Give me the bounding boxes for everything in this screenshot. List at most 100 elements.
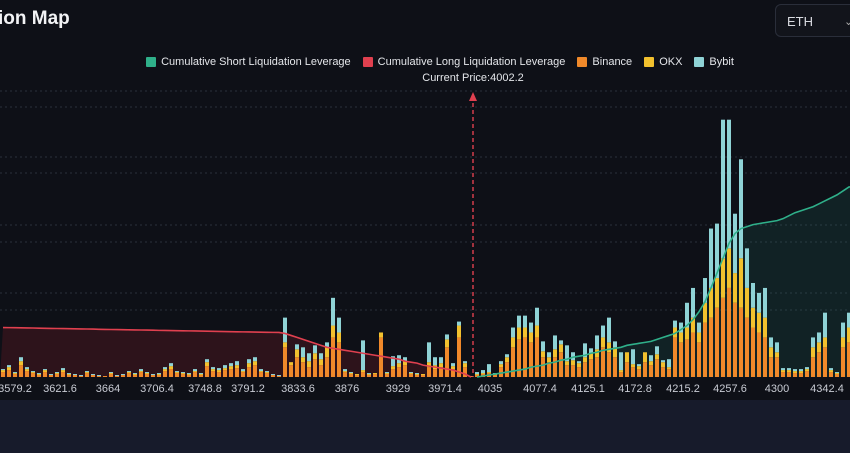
x-tick-label: 4342.4 — [810, 383, 844, 395]
bybit-bar — [385, 372, 389, 374]
okx-bar — [727, 248, 731, 288]
legend-label: Bybit — [709, 56, 734, 68]
bybit-bar — [307, 353, 311, 362]
okx-bar — [391, 366, 395, 370]
binance-bar — [805, 371, 809, 377]
okx-bar — [355, 374, 359, 376]
bybit-bar — [709, 228, 713, 288]
okx-bar — [829, 370, 833, 373]
okx-bar — [343, 371, 347, 373]
okx-bar — [169, 366, 173, 370]
binance-bar — [739, 307, 743, 377]
bybit-bar — [769, 337, 773, 348]
bybit-bar — [79, 375, 83, 377]
bybit-bar — [415, 373, 419, 375]
okx-bar — [601, 337, 605, 348]
cumulative-long-line — [2, 326, 472, 378]
okx-bar — [565, 361, 569, 366]
binance-bar — [283, 347, 287, 377]
bybit-bar — [169, 363, 173, 367]
legend-item-bybit[interactable]: Bybit — [694, 56, 734, 68]
page-title: ion Map — [0, 8, 70, 29]
binance-bar — [667, 369, 671, 377]
okx-bar — [457, 325, 461, 338]
okx-bar — [541, 351, 545, 358]
x-tick-label: 3791.2 — [231, 383, 265, 395]
binance-bar — [13, 374, 17, 377]
okx-bar — [319, 359, 323, 366]
bottom-panel — [0, 400, 850, 453]
okx-bar — [847, 327, 850, 343]
bybit-bar — [43, 369, 47, 371]
bybit-bar — [751, 282, 755, 308]
binance-bar — [841, 347, 845, 377]
current-price-arrow-icon — [469, 92, 477, 101]
binance-bar — [109, 374, 113, 377]
okx-bar — [667, 367, 671, 370]
binance-bar — [559, 352, 563, 377]
okx-bar — [127, 372, 131, 374]
bybit-bar — [601, 325, 605, 338]
okx-bar — [823, 337, 827, 348]
bybit-bar — [211, 367, 215, 370]
okx-bar — [19, 361, 23, 366]
okx-bar — [709, 287, 713, 318]
binance-bar — [475, 375, 479, 377]
legend-label: Cumulative Long Liquidation Leverage — [377, 56, 566, 68]
bybit-bar — [823, 312, 827, 338]
bybit-bar — [781, 368, 785, 371]
bybit-bar — [763, 287, 767, 318]
legend-item-long[interactable]: Cumulative Long Liquidation Leverage — [362, 56, 566, 68]
bybit-bar — [349, 372, 353, 374]
bybit-bar — [181, 372, 185, 374]
bybit-bar — [145, 372, 149, 374]
okx-bar — [397, 363, 401, 368]
okx-bar — [415, 374, 419, 376]
binance-bar — [733, 302, 737, 377]
okx-bar — [631, 364, 635, 368]
binance-bar — [799, 373, 803, 377]
binance-bar — [193, 372, 197, 377]
bybit-bar — [193, 369, 197, 372]
bybit-bar — [433, 357, 437, 366]
okx-bar — [175, 372, 179, 374]
binance-bar — [577, 367, 581, 377]
bybit-bar — [7, 365, 11, 368]
binance-bar — [409, 374, 413, 377]
okx-bar — [625, 352, 629, 363]
long-area — [0, 327, 471, 377]
okx-bar — [661, 362, 665, 368]
binance-bar — [187, 375, 191, 377]
binance-bar — [391, 369, 395, 377]
binance-bar — [787, 372, 791, 377]
bybit-bar — [679, 322, 683, 333]
binance-bar — [553, 357, 557, 377]
bybit-bar — [175, 371, 179, 373]
binance-bar — [727, 287, 731, 377]
okx-bar — [55, 373, 59, 375]
okx-bar — [193, 371, 197, 373]
bybit-bar — [31, 371, 35, 373]
okx-bar — [61, 370, 65, 373]
okx-bar — [247, 363, 251, 368]
x-tick-label: 3664 — [96, 383, 120, 395]
binance-bar — [79, 376, 83, 377]
binance-bar — [691, 332, 695, 377]
okx-bar — [511, 337, 515, 348]
bybit-bar — [427, 342, 431, 363]
legend-item-short[interactable]: Cumulative Short Liquidation Leverage — [146, 56, 351, 68]
binance-bar — [715, 307, 719, 377]
okx-bar — [157, 374, 161, 376]
binance-bar — [643, 362, 647, 377]
okx-bar — [283, 342, 287, 348]
okx-bar — [697, 332, 701, 343]
okx-bar — [337, 332, 341, 343]
binance-bar — [259, 372, 263, 377]
legend-item-binance[interactable]: Binance — [577, 56, 632, 68]
symbol-select[interactable]: ETH ⌄ — [775, 4, 850, 37]
binance-bar — [265, 373, 269, 377]
okx-bar — [229, 366, 233, 370]
legend-item-okx[interactable]: OKX — [644, 56, 682, 68]
okx-bar — [67, 374, 71, 376]
okx-bar — [577, 363, 581, 368]
